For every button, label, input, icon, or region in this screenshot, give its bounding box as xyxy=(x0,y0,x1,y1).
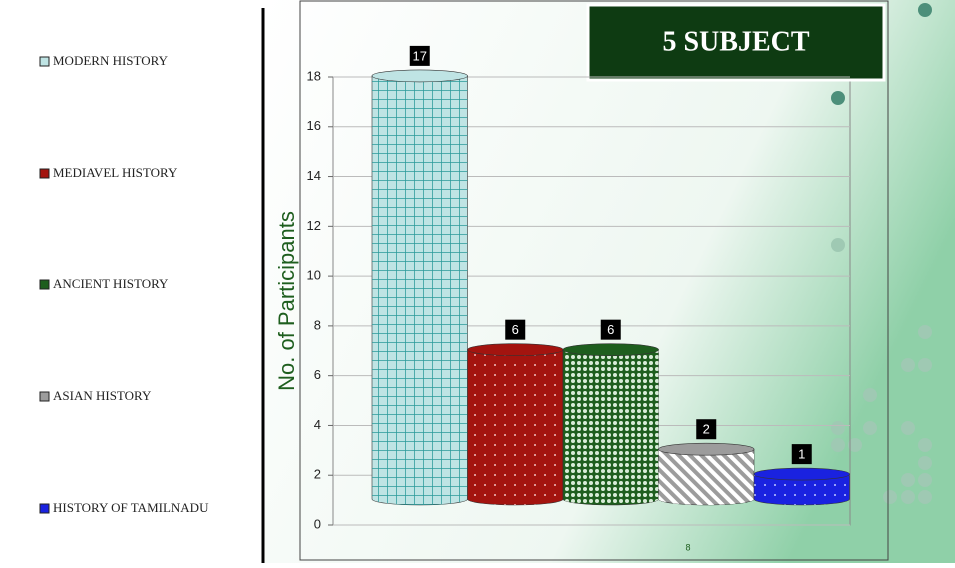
x-axis-label: 8 xyxy=(685,542,690,552)
legend-marker xyxy=(39,279,50,290)
y-tick-label: 4 xyxy=(314,417,321,432)
value-label-box xyxy=(505,319,526,340)
y-tick-label: 2 xyxy=(314,467,321,482)
y-tick-label: 0 xyxy=(314,516,321,531)
bar-pattern xyxy=(754,474,850,506)
bar-top xyxy=(371,69,468,83)
y-tick-label: 14 xyxy=(307,168,321,183)
legend-label: MODERN HISTORY xyxy=(53,53,169,68)
value-label: 1 xyxy=(798,447,805,462)
title-box xyxy=(586,3,886,82)
bar-top xyxy=(753,467,850,481)
bar-pattern xyxy=(372,75,468,506)
value-label-box xyxy=(791,444,812,465)
value-label: 6 xyxy=(512,322,519,337)
legend-label: ANCIENT HISTORY xyxy=(53,276,169,291)
legend-label: MEDIAVEL HISTORY xyxy=(53,165,178,180)
y-tick-label: 8 xyxy=(314,317,321,332)
legend-marker xyxy=(39,503,50,514)
y-tick-label: 10 xyxy=(307,268,321,283)
value-label: 17 xyxy=(413,48,427,63)
value-label-box xyxy=(409,45,430,66)
bar-pattern xyxy=(467,349,563,506)
decor-dots xyxy=(831,3,932,504)
value-label: 6 xyxy=(607,322,614,337)
y-axis-label: No. of Participants xyxy=(274,211,299,391)
legend-label: HISTORY OF TAMILNADU xyxy=(53,500,209,515)
legend-marker xyxy=(39,168,50,179)
chart-frame xyxy=(299,0,889,561)
bar-pattern xyxy=(563,349,659,506)
bar-top xyxy=(658,442,755,456)
chart-title: 5 SUBJECT xyxy=(662,26,809,57)
bar-pattern xyxy=(658,449,754,506)
bar-top xyxy=(562,343,659,356)
legend-label: ASIAN HISTORY xyxy=(53,388,152,403)
value-label-box xyxy=(696,419,717,440)
value-label: 2 xyxy=(703,422,710,437)
legend-marker xyxy=(39,391,50,402)
y-tick-label: 6 xyxy=(314,367,321,382)
value-label-box xyxy=(600,319,621,340)
legend-marker xyxy=(39,56,50,67)
y-tick-label: 12 xyxy=(307,218,321,233)
bar-top xyxy=(467,343,564,356)
y-tick-label: 16 xyxy=(307,118,321,133)
y-tick-label: 18 xyxy=(307,68,321,83)
